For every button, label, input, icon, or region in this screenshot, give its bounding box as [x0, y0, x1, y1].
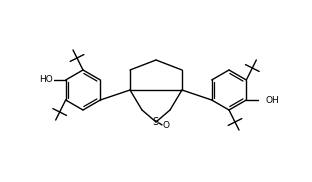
Text: OH: OH [265, 96, 279, 104]
Text: S: S [152, 117, 158, 127]
Text: HO: HO [39, 76, 52, 84]
Text: O: O [163, 122, 169, 130]
